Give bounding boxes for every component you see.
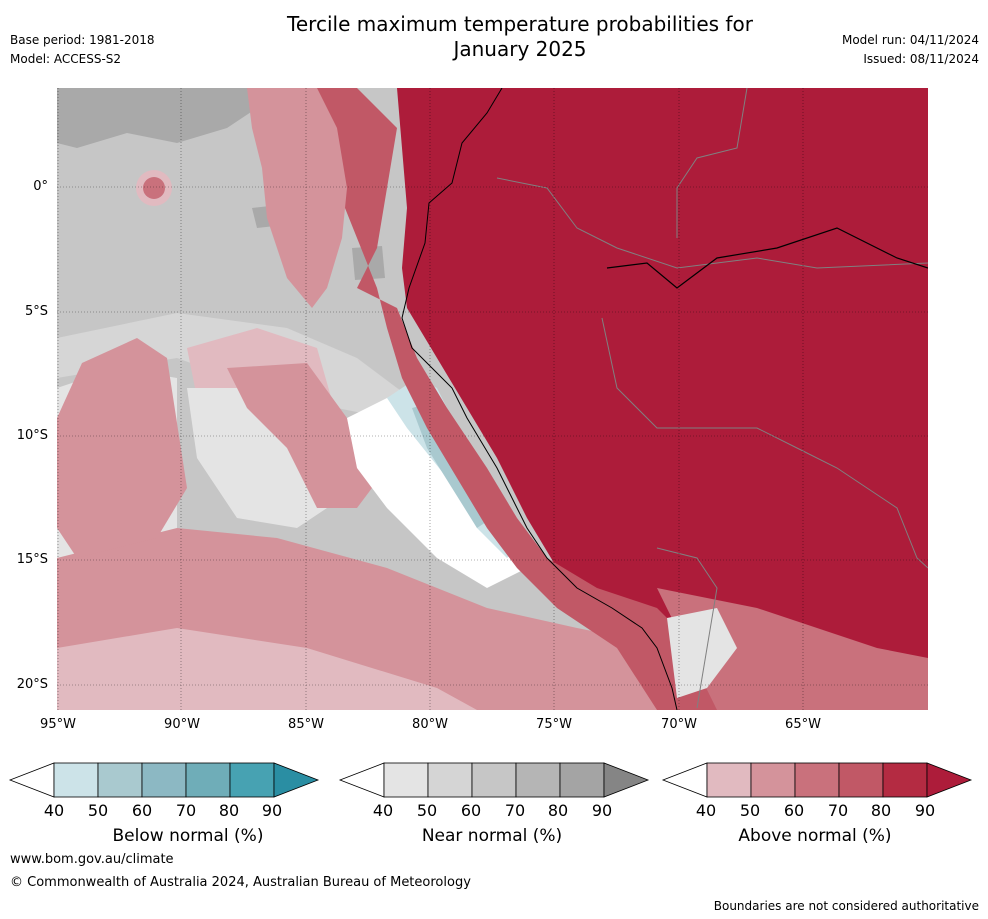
map-svg: [57, 88, 928, 710]
above-normal-80-coastal-band: [247, 88, 737, 710]
above-normal-70-southeast: [657, 588, 928, 710]
below-tick-40: 40: [43, 801, 65, 820]
lat-tick-10s: 10°S: [16, 428, 48, 443]
model-name: Model: ACCESS-S2: [10, 52, 122, 66]
near-colorbar-bin-2: [427, 762, 473, 798]
lon-tick-65w: 65°W: [785, 717, 821, 732]
above-tick-60: 60: [783, 801, 805, 820]
galapagos-above-70: [143, 177, 165, 199]
near-colorbar-bin-1: [383, 762, 429, 798]
disclaimer-text: Boundaries are not considered authoritat…: [713, 899, 979, 913]
model-run: Model run: 04/11/2024: [841, 33, 979, 47]
above-tick-50: 50: [739, 801, 761, 820]
above-tick-90: 90: [914, 801, 936, 820]
colorbar-above-label: Above normal (%): [738, 826, 892, 846]
near-tick-50: 50: [416, 801, 438, 820]
base-period: Base period: 1981-2018: [10, 33, 155, 47]
near-tick-40: 40: [372, 801, 394, 820]
near-colorbar-extend-low: [338, 762, 385, 798]
probability-map: [57, 88, 928, 710]
above-colorbar-bin-5: [882, 762, 928, 798]
above-normal-60-west: [57, 338, 187, 558]
lat-tick-0: 0°: [33, 179, 48, 194]
below-colorbar-extend-high: [273, 762, 320, 798]
near-colorbar-bin-5: [559, 762, 605, 798]
near-normal-50-southeast: [667, 608, 737, 698]
below-tick-50: 50: [87, 801, 109, 820]
below-tick-80: 80: [218, 801, 240, 820]
above-tick-80: 80: [870, 801, 892, 820]
website-link[interactable]: www.bom.gov.au/climate: [10, 852, 174, 867]
chart-title: Tercile maximum temperature probabilitie…: [0, 12, 988, 62]
lon-tick-95w: 95°W: [40, 717, 76, 732]
above-colorbar-bin-1: [706, 762, 752, 798]
lat-tick-20s: 20°S: [16, 677, 48, 692]
near-colorbar-bin-4: [515, 762, 561, 798]
above-colorbar-bin-3: [794, 762, 840, 798]
near-tick-70: 70: [504, 801, 526, 820]
lat-tick-5s: 5°S: [24, 304, 48, 319]
lon-tick-85w: 85°W: [288, 717, 324, 732]
above-normal-90-land: [397, 88, 928, 710]
copyright-text: © Commonwealth of Australia 2024, Austra…: [10, 875, 471, 890]
near-colorbar-bin-3: [471, 762, 517, 798]
near-tick-80: 80: [547, 801, 569, 820]
above-normal-60-central: [227, 363, 387, 508]
coastline: [401, 88, 678, 710]
above-colorbar-extend-low: [661, 762, 708, 798]
below-colorbar-bin-3: [141, 762, 187, 798]
colorbar-below-label: Below normal (%): [112, 826, 264, 846]
near-tick-90: 90: [591, 801, 613, 820]
above-colorbar-extend-high: [926, 762, 973, 798]
below-tick-70: 70: [175, 801, 197, 820]
near-colorbar-extend-high: [603, 762, 650, 798]
below-colorbar-extend-low: [8, 762, 55, 798]
border-peru-brazil-bolivia: [601, 317, 928, 569]
climatology-coastal: [347, 388, 527, 588]
colorbar-above: [661, 762, 973, 798]
above-normal-60-north: [247, 88, 347, 308]
amazon-river: [606, 227, 928, 289]
above-colorbar-bin-4: [838, 762, 884, 798]
title-line-1: Tercile maximum temperature probabilitie…: [287, 12, 753, 36]
gridlines: [57, 88, 928, 710]
above-tick-40: 40: [695, 801, 717, 820]
meta-left: Base period: 1981-2018 Model: ACCESS-S2: [10, 31, 155, 69]
title-line-2: January 2025: [453, 37, 587, 61]
colorbars-svg: [8, 762, 973, 798]
lat-tick-15s: 15°S: [16, 552, 48, 567]
colorbar-near-label: Near normal (%): [421, 826, 563, 846]
lon-tick-90w: 90°W: [164, 717, 200, 732]
border-bolivia-chile: [656, 547, 718, 709]
issued-date: Issued: 08/11/2024: [863, 52, 979, 66]
near-normal-80-region: [57, 88, 257, 148]
colorbar-below: [8, 762, 320, 798]
below-colorbar-bin-1: [53, 762, 99, 798]
below-colorbar-bin-5: [229, 762, 275, 798]
meta-right: Model run: 04/11/2024 Issued: 08/11/2024: [842, 31, 979, 69]
below-colorbar-bin-2: [97, 762, 143, 798]
above-colorbar-bin-2: [750, 762, 796, 798]
below-colorbar-bin-4: [185, 762, 231, 798]
colorbar-near: [338, 762, 650, 798]
below-tick-60: 60: [131, 801, 153, 820]
lon-tick-75w: 75°W: [536, 717, 572, 732]
above-normal-50-southwest: [57, 628, 477, 710]
above-tick-70: 70: [827, 801, 849, 820]
lon-tick-70w: 70°W: [661, 717, 697, 732]
below-tick-90: 90: [261, 801, 283, 820]
border-ecuador-peru-colombia: [496, 177, 928, 269]
near-tick-60: 60: [460, 801, 482, 820]
border-colombia-venezuela: [676, 88, 748, 238]
lon-tick-80w: 80°W: [412, 717, 448, 732]
